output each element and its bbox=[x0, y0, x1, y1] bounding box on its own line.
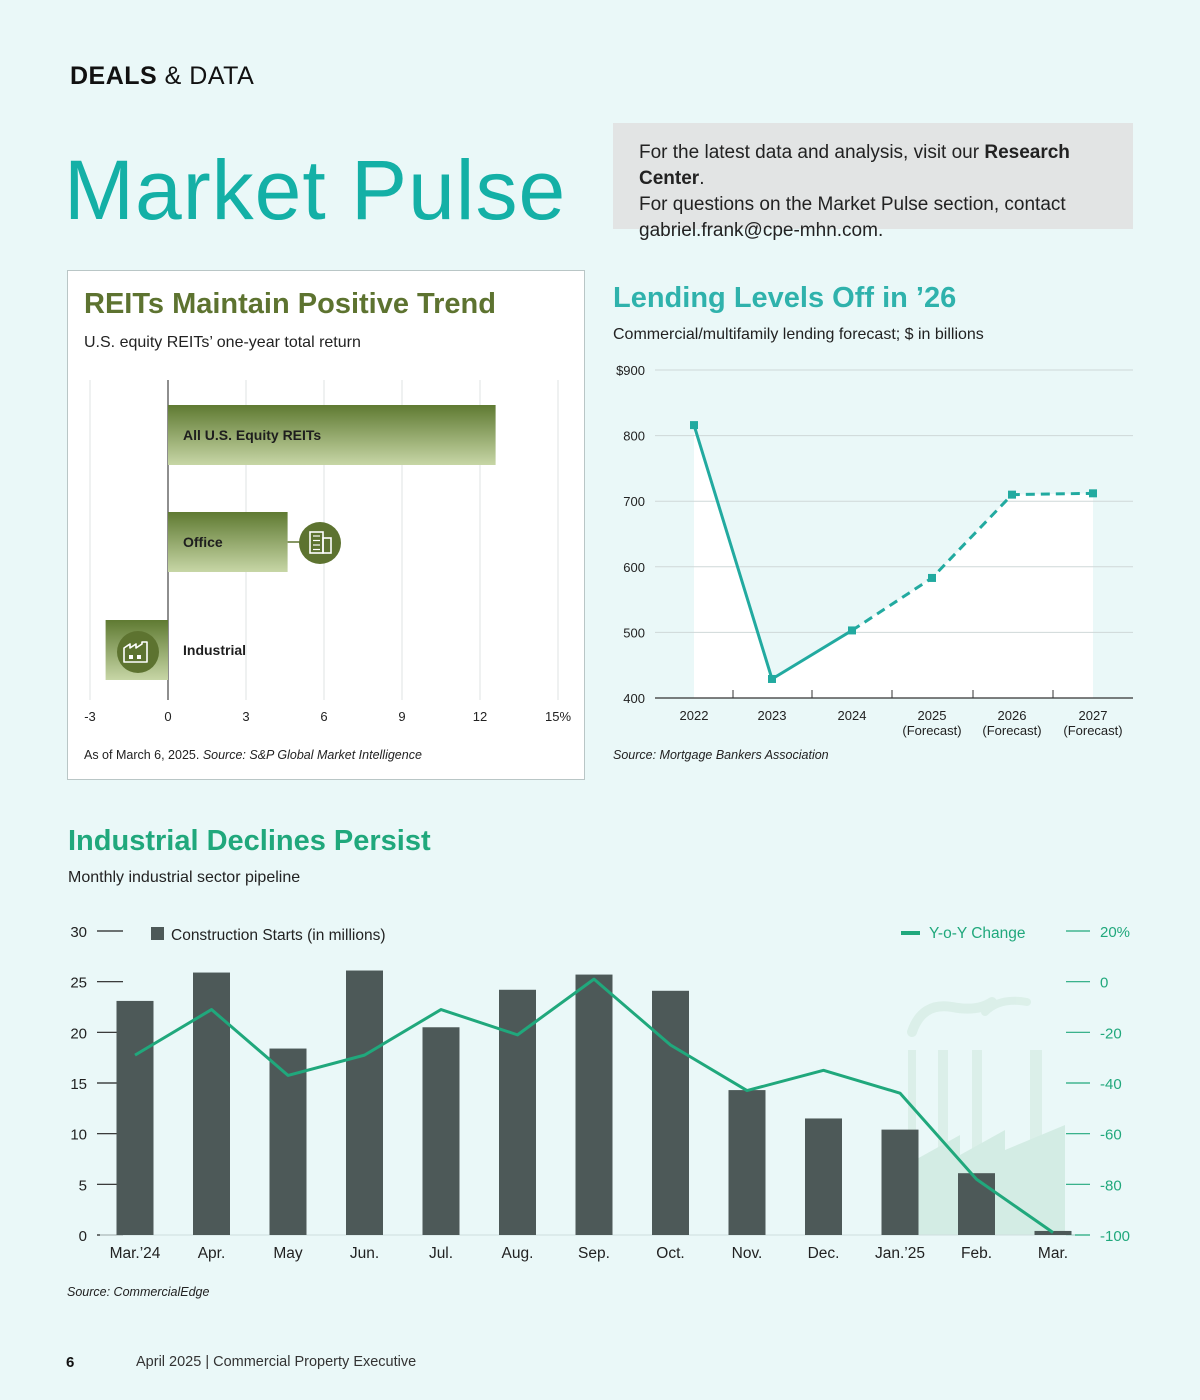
industrial-bar bbox=[116, 1000, 154, 1235]
lending-tick-label: 400 bbox=[623, 691, 645, 706]
industrial-left-tick-label: 30 bbox=[70, 924, 87, 941]
industrial-left-tick-label: 5 bbox=[79, 1177, 87, 1194]
industrial-right-tick-label: 20% bbox=[1100, 924, 1130, 941]
industrial-left-tick-label: 10 bbox=[70, 1127, 87, 1144]
industrial-bar bbox=[346, 970, 383, 1235]
legend-bar-label: Construction Starts (in millions) bbox=[171, 927, 385, 944]
industrial-bar bbox=[958, 1173, 995, 1235]
industrial-right-tick-label: 0 bbox=[1100, 975, 1108, 992]
watermark-chimneys bbox=[908, 1050, 1042, 1235]
industrial-right-tick-label: -20 bbox=[1100, 1025, 1122, 1042]
lending-x-sublabel: (Forecast) bbox=[982, 723, 1041, 738]
industrial-bar bbox=[652, 990, 689, 1235]
lending-area bbox=[694, 425, 1093, 698]
industrial-x-label: Mar. bbox=[1038, 1245, 1068, 1262]
info-line-2: For questions on the Market Pulse sectio… bbox=[639, 194, 1066, 215]
industrial-x-label: Oct. bbox=[656, 1245, 684, 1262]
industrial-right-tick-label: -60 bbox=[1100, 1127, 1122, 1144]
page-number: 6 bbox=[66, 1354, 75, 1371]
info-box: For the latest data and analysis, visit … bbox=[613, 123, 1133, 241]
industrial-bar bbox=[422, 1027, 460, 1235]
industrial-right-tick-label: -40 bbox=[1100, 1076, 1122, 1093]
lending-tick-label: 700 bbox=[623, 494, 645, 509]
industrial-bar bbox=[499, 989, 536, 1235]
industrial-x-label: Jun. bbox=[350, 1245, 379, 1262]
industrial-right-tick-label: -100 bbox=[1100, 1228, 1130, 1245]
reits-source: As of March 6, 2025. Source: S&P Global … bbox=[84, 748, 422, 762]
industrial-left-tick-label: 0 bbox=[79, 1228, 87, 1245]
industrial-bar bbox=[805, 1118, 842, 1235]
lending-point bbox=[1089, 489, 1097, 498]
lending-x-label: 2024 bbox=[838, 708, 867, 723]
lending-point bbox=[768, 674, 776, 683]
section-label: DEALS & DATA bbox=[70, 62, 255, 90]
lending-point bbox=[928, 573, 936, 582]
industrial-right-tick-label: -80 bbox=[1100, 1177, 1122, 1194]
industrial-x-label: May bbox=[273, 1245, 303, 1262]
industrial-x-label: Jan.’25 bbox=[875, 1245, 925, 1262]
industrial-title: Industrial Declines Persist bbox=[68, 825, 431, 857]
industrial-x-label: Dec. bbox=[808, 1245, 840, 1262]
watermark-building bbox=[915, 1125, 1065, 1235]
research-center-link[interactable]: Research Center bbox=[639, 142, 1070, 189]
lending-x-sublabel: (Forecast) bbox=[902, 723, 961, 738]
lending-x-label: 2027 bbox=[1079, 708, 1108, 723]
industrial-x-label: Nov. bbox=[732, 1245, 763, 1262]
page-title: Market Pulse bbox=[64, 143, 567, 237]
lending-tick-label: 800 bbox=[623, 429, 645, 444]
reits-subtitle: U.S. equity REITs’ one-year total return bbox=[84, 334, 361, 351]
lending-x-sublabel: (Forecast) bbox=[1063, 723, 1122, 738]
industrial-bar bbox=[193, 972, 230, 1235]
lending-line-actual bbox=[692, 424, 853, 682]
info-line-1: For the latest data and analysis, visit … bbox=[639, 142, 1070, 189]
industrial-left-tick-label: 15 bbox=[70, 1076, 87, 1093]
lending-line-forecast bbox=[851, 491, 1094, 632]
lending-source: Source: Mortgage Bankers Association bbox=[613, 748, 829, 762]
lending-point bbox=[1008, 490, 1016, 499]
industrial-x-label: Feb. bbox=[961, 1245, 992, 1262]
watermark-smoke bbox=[981, 996, 1031, 1016]
industrial-x-label: Aug. bbox=[502, 1245, 534, 1262]
lending-x-label: 2025 bbox=[918, 708, 947, 723]
industrial-bar bbox=[881, 1129, 919, 1235]
legend-line-label: Y-o-Y Change bbox=[929, 925, 1026, 942]
industrial-left-tick-label: 20 bbox=[70, 1025, 87, 1042]
factory-watermark-icon bbox=[907, 996, 1065, 1235]
reits-title: REITs Maintain Positive Trend bbox=[84, 288, 496, 320]
info-email[interactable]: gabriel.frank@cpe-mhn.com. bbox=[639, 220, 884, 241]
industrial-x-label: Apr. bbox=[198, 1245, 226, 1262]
lending-tick-label: 500 bbox=[623, 625, 645, 640]
lending-title: Lending Levels Off in ’26 bbox=[613, 282, 957, 314]
lending-x-label: 2022 bbox=[680, 708, 709, 723]
industrial-bar bbox=[728, 1090, 766, 1235]
industrial-x-label: Mar.’24 bbox=[110, 1245, 161, 1262]
industrial-yoy-line bbox=[134, 977, 1054, 1234]
industrial-x-label: Sep. bbox=[578, 1245, 610, 1262]
footer-text: April 2025 | Commercial Property Executi… bbox=[136, 1354, 417, 1370]
industrial-bar bbox=[1034, 1230, 1072, 1235]
industrial-source: Source: CommercialEdge bbox=[67, 1285, 210, 1299]
watermark-smoke bbox=[907, 997, 997, 1037]
industrial-x-label: Jul. bbox=[429, 1245, 453, 1262]
industrial-subtitle: Monthly industrial sector pipeline bbox=[68, 869, 301, 886]
industrial-left-tick-label: 25 bbox=[70, 975, 87, 992]
legend-bar-swatch bbox=[151, 927, 164, 940]
lending-point bbox=[690, 421, 698, 430]
lending-x-label: 2023 bbox=[758, 708, 787, 723]
industrial-bar bbox=[269, 1048, 307, 1235]
lending-x-label: 2026 bbox=[998, 708, 1027, 723]
lending-tick-label: 600 bbox=[623, 560, 645, 575]
lending-point bbox=[848, 626, 856, 635]
lending-tick-label: $900 bbox=[616, 363, 645, 378]
lending-subtitle: Commercial/multifamily lending forecast;… bbox=[613, 326, 984, 343]
industrial-bar bbox=[575, 974, 613, 1235]
